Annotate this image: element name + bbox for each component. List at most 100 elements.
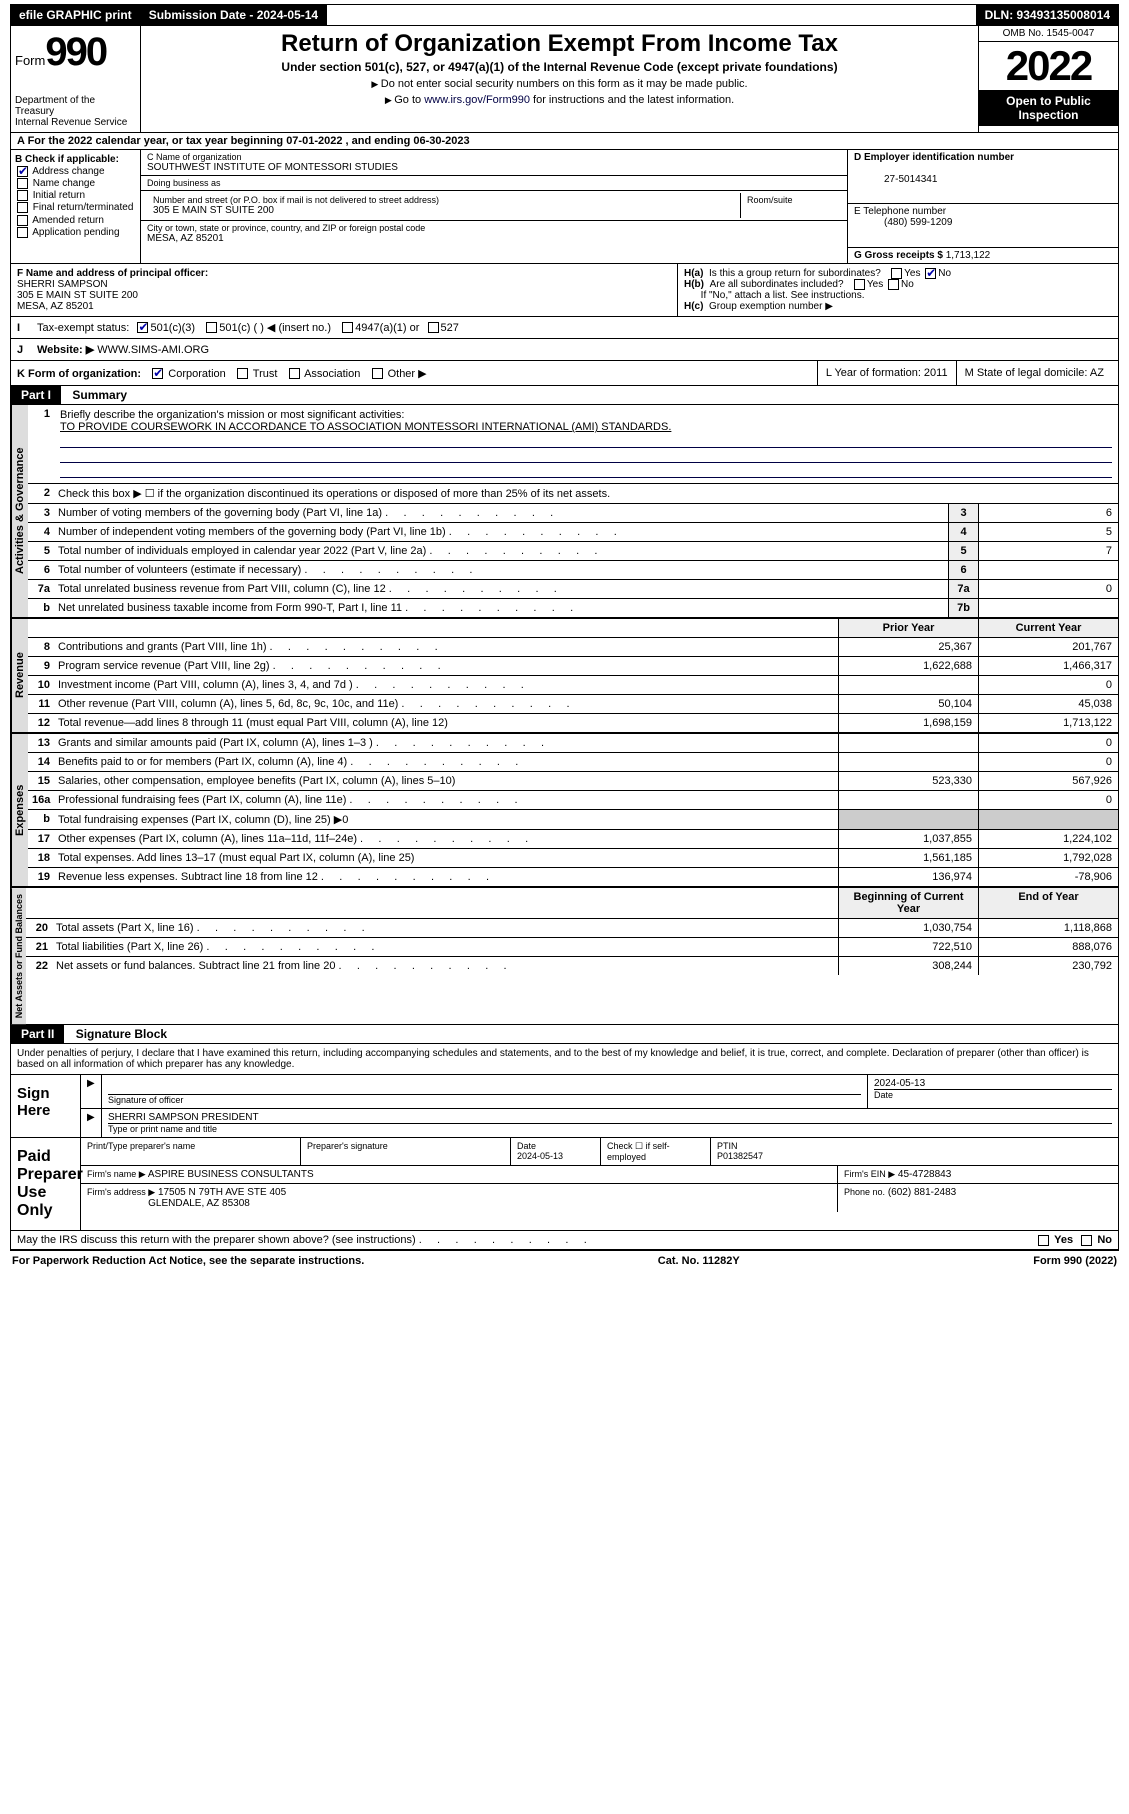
line-20: Total assets (Part X, line 16) (52, 919, 838, 937)
line-19: Revenue less expenses. Subtract line 18 … (54, 868, 838, 886)
line-4: Number of independent voting members of … (54, 523, 948, 541)
line-13: Grants and similar amounts paid (Part IX… (54, 734, 838, 752)
ha-no[interactable] (925, 268, 936, 279)
ha-yes[interactable] (891, 268, 902, 279)
sig-officer-label: Signature of officer (108, 1094, 861, 1105)
cb-501c[interactable] (206, 322, 217, 333)
line-21: Total liabilities (Part X, line 26) (52, 938, 838, 956)
ein-label: D Employer identification number (854, 152, 1014, 163)
line-5: Total number of individuals employed in … (54, 542, 948, 560)
line-22: Net assets or fund balances. Subtract li… (52, 957, 838, 975)
dln: DLN: 93493135008014 (977, 5, 1118, 25)
org-name: SOUTHWEST INSTITUTE OF MONTESSORI STUDIE… (147, 162, 841, 173)
form-prefix: Form (15, 53, 45, 68)
tab-governance: Activities & Governance (11, 405, 28, 617)
cb-trust[interactable] (237, 368, 248, 379)
cb-4947[interactable] (342, 322, 353, 333)
officer-name: SHERRI SAMPSON (17, 279, 108, 290)
ssn-note: Do not enter social security numbers on … (145, 78, 974, 90)
efile-label: efile GRAPHIC print (11, 5, 141, 25)
hb-note: If "No," attach a list. See instructions… (701, 290, 865, 301)
val-3: 6 (978, 504, 1118, 522)
ha-label: Is this a group return for subordinates? (709, 268, 881, 279)
open-to-public: Open to Public Inspection (979, 90, 1118, 126)
line-15: Salaries, other compensation, employee b… (54, 772, 838, 790)
tab-netassets: Net Assets or Fund Balances (11, 888, 26, 1024)
cb-assoc[interactable] (289, 368, 300, 379)
firm-name: ASPIRE BUSINESS CONSULTANTS (148, 1169, 314, 1180)
part2-hdr: Part II (11, 1025, 64, 1043)
f-label: F Name and address of principal officer: (17, 268, 208, 279)
cb-527[interactable] (428, 322, 439, 333)
tax-exempt-label: Tax-exempt status: (37, 322, 129, 334)
val-5: 7 (978, 542, 1118, 560)
mission-q: Briefly describe the organization's miss… (60, 409, 404, 421)
hb-yes[interactable] (854, 279, 865, 290)
prep-date: 2024-05-13 (517, 1151, 563, 1161)
val-7a: 0 (978, 580, 1118, 598)
year-formation: L Year of formation: 2011 (817, 361, 956, 385)
officer-addr2: MESA, AZ 85201 (17, 301, 94, 312)
part1-title: Summary (64, 386, 135, 404)
form-header: Form990 Department of the Treasury Inter… (10, 26, 1119, 133)
cb-other[interactable] (372, 368, 383, 379)
footer-left: For Paperwork Reduction Act Notice, see … (12, 1255, 364, 1267)
line-2: Check this box ▶ ☐ if the organization d… (54, 484, 1118, 503)
cb-pending[interactable] (17, 227, 28, 238)
disc-yes[interactable] (1038, 1235, 1049, 1246)
line-11: Other revenue (Part VIII, column (A), li… (54, 695, 838, 713)
declaration: Under penalties of perjury, I declare th… (11, 1044, 1118, 1074)
footer-mid: Cat. No. 11282Y (658, 1255, 740, 1267)
firm-ein: 45-4728843 (898, 1169, 951, 1180)
ein: 27-5014341 (854, 174, 937, 185)
line-3: Number of voting members of the governin… (54, 504, 948, 522)
cb-final[interactable] (17, 202, 28, 213)
tab-expenses: Expenses (11, 734, 28, 886)
street: 305 E MAIN ST SUITE 200 (153, 205, 734, 216)
goto-note: Go to www.irs.gov/Form990 for instructio… (145, 94, 974, 106)
check-applicable: B Check if applicable: Address change Na… (11, 150, 141, 263)
prep-sig-label: Preparer's signature (301, 1138, 511, 1165)
disc-no[interactable] (1081, 1235, 1092, 1246)
line-7b: Net unrelated business taxable income fr… (54, 599, 948, 617)
part2-title: Signature Block (68, 1025, 175, 1043)
street-label: Number and street (or P.O. box if mail i… (153, 195, 734, 205)
line-14: Benefits paid to or for members (Part IX… (54, 753, 838, 771)
submission-date: Submission Date - 2024-05-14 (141, 5, 327, 25)
sign-here-label: Sign Here (11, 1075, 81, 1137)
firm-addr: 17505 N 79TH AVE STE 405 (158, 1187, 286, 1198)
ptin: P01382547 (717, 1151, 763, 1161)
city-label: City or town, state or province, country… (147, 223, 841, 233)
cb-address-change[interactable] (17, 166, 28, 177)
cb-corp[interactable] (152, 368, 163, 379)
hdr-beginning: Beginning of Current Year (838, 888, 978, 918)
tax-year: 2022 (979, 42, 1118, 90)
firm-phone: (602) 881-2483 (888, 1187, 956, 1198)
room-label: Room/suite (747, 195, 835, 205)
website-label: Website: ▶ (37, 343, 94, 356)
officer-addr1: 305 E MAIN ST SUITE 200 (17, 290, 138, 301)
name-title-label: Type or print name and title (108, 1123, 1112, 1134)
gross-receipts: 1,713,122 (946, 250, 991, 261)
topbar: efile GRAPHIC print Submission Date - 20… (10, 4, 1119, 26)
hb-no[interactable] (888, 279, 899, 290)
mission-text: TO PROVIDE COURSEWORK IN ACCORDANCE TO A… (60, 421, 671, 433)
line-16b: Total fundraising expenses (Part IX, col… (54, 810, 838, 829)
cb-amended[interactable] (17, 215, 28, 226)
line-6: Total number of volunteers (estimate if … (54, 561, 948, 579)
val-7b (978, 599, 1118, 617)
irs-link[interactable]: www.irs.gov/Form990 (424, 94, 530, 106)
hc-label: Group exemption number ▶ (709, 301, 833, 312)
self-emp-label: Check ☐ if self-employed (601, 1138, 711, 1165)
cb-initial[interactable] (17, 190, 28, 201)
city: MESA, AZ 85201 (147, 233, 841, 244)
omb-number: OMB No. 1545-0047 (979, 26, 1118, 42)
cb-name-change[interactable] (17, 178, 28, 189)
hb-label: Are all subordinates included? (710, 279, 844, 290)
line-16a: Professional fundraising fees (Part IX, … (54, 791, 838, 809)
k-label: K Form of organization: (17, 368, 141, 380)
state-domicile: M State of legal domicile: AZ (956, 361, 1112, 385)
line-18: Total expenses. Add lines 13–17 (must eq… (54, 849, 838, 867)
cb-501c3[interactable] (137, 322, 148, 333)
paid-preparer-label: Paid Preparer Use Only (11, 1138, 81, 1230)
